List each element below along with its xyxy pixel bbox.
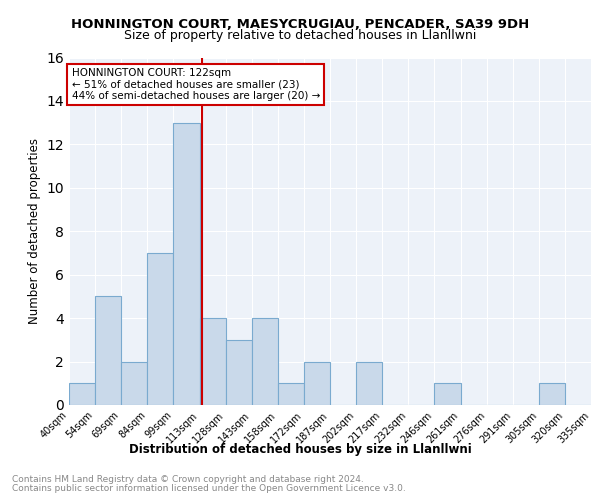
Bar — [304, 362, 330, 405]
Bar — [173, 122, 199, 405]
Bar — [356, 362, 382, 405]
Text: HONNINGTON COURT, MAESYCRUGIAU, PENCADER, SA39 9DH: HONNINGTON COURT, MAESYCRUGIAU, PENCADER… — [71, 18, 529, 30]
Text: Size of property relative to detached houses in Llanllwni: Size of property relative to detached ho… — [124, 29, 476, 42]
Bar — [278, 384, 304, 405]
Bar — [226, 340, 252, 405]
Bar — [199, 318, 226, 405]
Text: Distribution of detached houses by size in Llanllwni: Distribution of detached houses by size … — [128, 442, 472, 456]
Text: Contains HM Land Registry data © Crown copyright and database right 2024.: Contains HM Land Registry data © Crown c… — [12, 475, 364, 484]
Bar — [539, 384, 565, 405]
Bar — [434, 384, 461, 405]
Bar — [148, 253, 173, 405]
Bar — [121, 362, 148, 405]
Text: Contains public sector information licensed under the Open Government Licence v3: Contains public sector information licen… — [12, 484, 406, 493]
Bar — [69, 384, 95, 405]
Text: HONNINGTON COURT: 122sqm
← 51% of detached houses are smaller (23)
44% of semi-d: HONNINGTON COURT: 122sqm ← 51% of detach… — [71, 68, 320, 101]
Bar — [252, 318, 278, 405]
Y-axis label: Number of detached properties: Number of detached properties — [28, 138, 41, 324]
Bar — [95, 296, 121, 405]
